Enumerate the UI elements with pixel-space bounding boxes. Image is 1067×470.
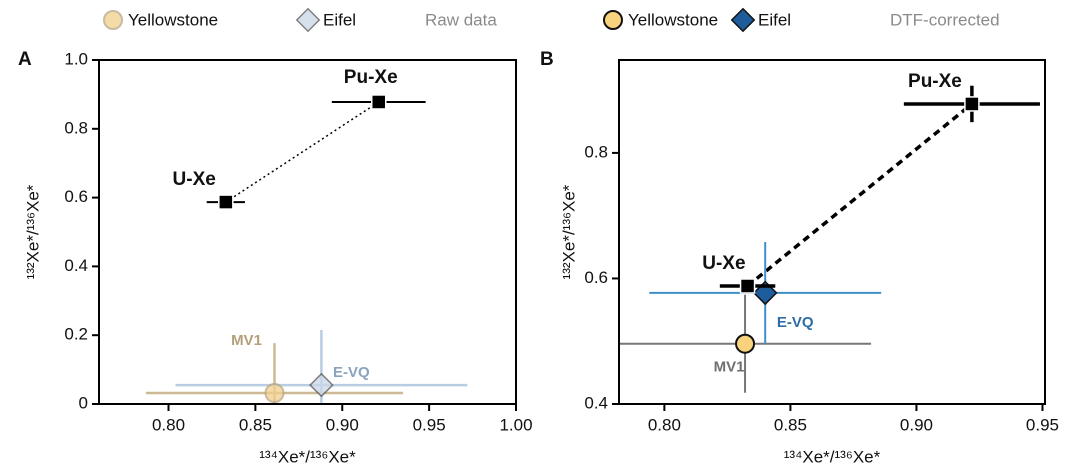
x-tick-label: 0.85 <box>239 415 272 434</box>
panel: B Yellowstone Eifel DTF-corrected 0.80 0.85 0.… <box>540 7 1059 466</box>
point-label: E-VQ <box>333 364 370 381</box>
legend-marker <box>730 7 756 33</box>
y-tick-label: 0.8 <box>584 142 608 161</box>
legend-marker <box>603 10 623 30</box>
reference-label: U-Xe <box>173 169 216 190</box>
y-axis-label: ¹³²Xe*/¹³⁶Xe* <box>559 184 578 279</box>
axes-frame <box>98 59 517 405</box>
legend-label: Yellowstone <box>128 10 218 29</box>
y-tick-label: 0.8 <box>64 118 88 137</box>
y-tick-label: 0.2 <box>64 325 88 344</box>
x-tick-label: 0.90 <box>900 415 933 434</box>
y-tick-label: 1.0 <box>64 49 88 68</box>
legend-label: Eifel <box>323 10 356 29</box>
reference-label: Pu-Xe <box>908 71 962 92</box>
marker <box>309 372 334 398</box>
y-tick-label: 0.6 <box>64 187 88 206</box>
x-tick-label: 0.95 <box>1026 415 1059 434</box>
legend-marker <box>295 7 321 33</box>
reference-marker <box>964 96 980 112</box>
point-label: MV1 <box>231 332 262 349</box>
y-tick-label: 0.4 <box>584 393 608 412</box>
x-axis-label: ¹³⁴Xe*/¹³⁶Xe* <box>784 447 881 466</box>
y-axis-label: ¹³²Xe*/¹³⁶Xe* <box>23 184 42 279</box>
y-tick-label: 0.4 <box>64 256 88 275</box>
x-tick-label: 1.00 <box>499 415 532 434</box>
axes-frame <box>618 59 1046 405</box>
reference-label: U-Xe <box>702 253 745 274</box>
mixing-line <box>225 101 380 203</box>
x-axis-label: ¹³⁴Xe*/¹³⁶Xe* <box>259 447 356 466</box>
panel-letter: A <box>18 49 32 70</box>
legend-marker <box>103 10 123 30</box>
marker <box>264 382 285 403</box>
y-tick-label: 0 <box>79 393 88 412</box>
note: Raw data <box>425 10 497 29</box>
mixing-line <box>746 102 974 288</box>
reference-marker <box>218 194 234 210</box>
note: DTF-corrected <box>890 10 1000 29</box>
point-label: MV1 <box>714 359 745 376</box>
marker <box>735 333 756 354</box>
reference-marker <box>370 94 387 110</box>
legend-label: Yellowstone <box>628 10 718 29</box>
reference-marker <box>739 278 756 294</box>
x-tick-label: 0.80 <box>648 415 681 434</box>
y-tick-label: 0.6 <box>584 268 608 287</box>
panel-letter: B <box>540 49 554 70</box>
plot-area <box>619 102 974 393</box>
legend-label: Eifel <box>758 10 791 29</box>
plot-area <box>145 101 468 404</box>
x-tick-label: 0.90 <box>326 415 359 434</box>
point-label: E-VQ <box>777 314 814 331</box>
reference-label: Pu-Xe <box>344 67 398 88</box>
x-tick-label: 0.80 <box>152 415 185 434</box>
x-tick-label: 0.85 <box>774 415 807 434</box>
x-tick-label: 0.95 <box>413 415 446 434</box>
